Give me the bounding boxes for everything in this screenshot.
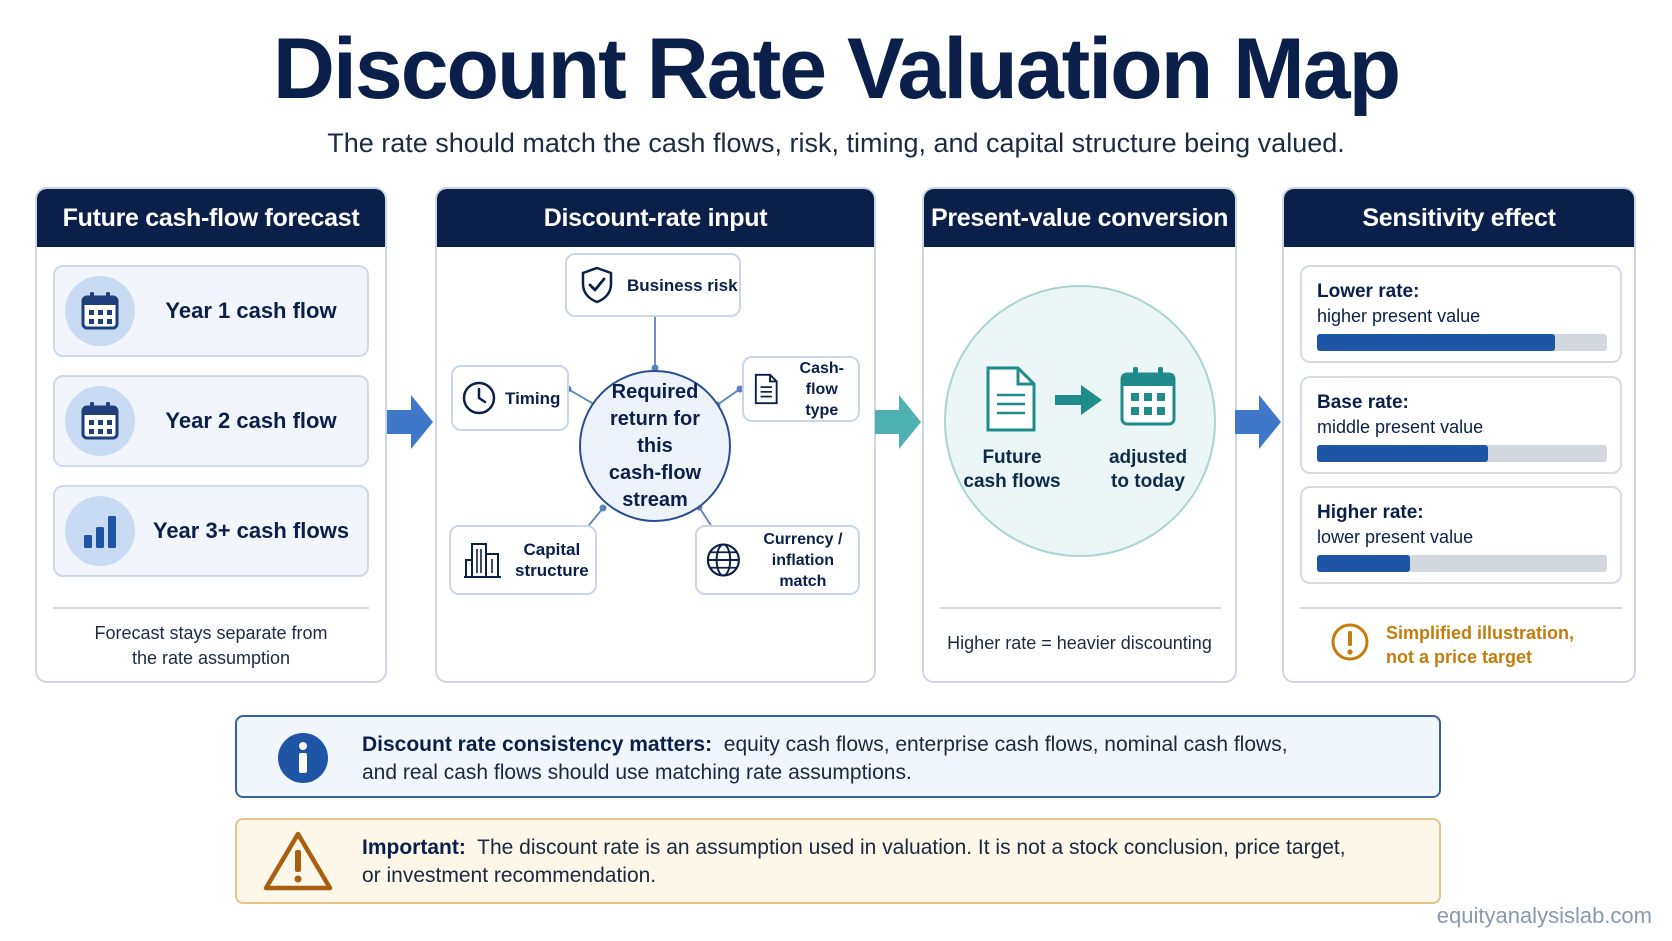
forecast-note-line1: Forecast stays separate from: [94, 623, 328, 643]
cash-flow-type-line1: Cash-flow: [799, 359, 844, 398]
base-rate-bar: [1317, 445, 1489, 462]
arrow-right-icon: [875, 395, 921, 449]
capital-structure-line1: Capital: [523, 540, 581, 559]
lower-rate-desc: higher present value: [1317, 306, 1481, 326]
adjusted-to-today-label: adjusted to today: [1098, 446, 1198, 494]
important-warning-box: Important: The discount rate is an assum…: [235, 818, 1441, 904]
present-value-panel-heading: Present-value conversion: [924, 189, 1235, 247]
capital-structure-line2: structure: [515, 561, 589, 580]
future-cash-flows-line1: Future: [982, 447, 1042, 468]
year2-cash-flow-label: Year 2 cash flow: [165, 408, 337, 433]
adjusted-to-today-line1: adjusted: [1108, 447, 1188, 468]
currency-inflation-line1: Currency /: [763, 530, 843, 548]
consistency-info-label: Discount rate consistency matters:: [362, 733, 713, 756]
future-cash-flows-line2: cash flows: [963, 471, 1061, 492]
lower-rate-title: Lower rate:: [1317, 281, 1420, 302]
sensitivity-note-line1: Simplified illustration,: [1386, 623, 1575, 643]
timing-label: Timing: [505, 388, 561, 408]
forecast-panel-heading: Future cash-flow forecast: [37, 189, 385, 247]
arrow-right-icon: [1235, 395, 1281, 449]
page-title: Discount Rate Valuation Map: [272, 21, 1401, 117]
base-rate-desc: middle present value: [1317, 417, 1484, 437]
page-subtitle: The rate should match the cash flows, ri…: [327, 128, 1345, 158]
business-risk-node: Business risk: [565, 253, 741, 317]
consistency-info-line1: equity cash flows, enterprise cash flows…: [723, 733, 1288, 756]
required-return-node: Required return for this cash-flow strea…: [579, 370, 731, 522]
base-rate-bar-track: [1317, 445, 1607, 462]
lower-rate-bar-track: [1317, 334, 1607, 351]
year2-cash-flow-card: Year 2 cash flow: [53, 375, 369, 467]
required-return-line3: cash-flow: [608, 461, 702, 484]
year3-cash-flows-card: Year 3+ cash flows: [53, 485, 369, 577]
cash-flow-type-line2: type: [805, 401, 839, 419]
footer-watermark: equityanalysislab.com: [1436, 903, 1652, 928]
currency-inflation-line2: inflation match: [771, 551, 834, 590]
sensitivity-divider: [1300, 607, 1622, 609]
important-warning-text: Important: The discount rate is an assum…: [362, 834, 1422, 890]
clock-icon: [462, 381, 496, 415]
calendar-icon: [65, 276, 135, 346]
higher-rate-card: Higher rate: lower present value: [1300, 486, 1622, 584]
year1-cash-flow-card: Year 1 cash flow: [53, 265, 369, 357]
base-rate-title: Base rate:: [1317, 392, 1409, 413]
present-value-divider: [940, 607, 1221, 609]
discount-rate-panel-heading: Discount-rate input: [437, 189, 874, 247]
capital-structure-node: Capital structure: [449, 525, 597, 595]
future-cash-flows-label: Future cash flows: [962, 446, 1062, 494]
lower-rate-bar: [1317, 334, 1555, 351]
important-warning-label: Important:: [362, 836, 466, 859]
forecast-note-line2: the rate assumption: [131, 648, 291, 668]
currency-inflation-node: Currency / inflation match: [695, 525, 860, 595]
adjusted-to-today-line2: to today: [1111, 471, 1185, 492]
higher-rate-desc: lower present value: [1317, 527, 1474, 547]
important-warning-line2: or investment recommendation.: [362, 864, 657, 887]
important-warning-line1: The discount rate is an assumption used …: [477, 836, 1346, 859]
base-rate-card: Base rate: middle present value: [1300, 376, 1622, 474]
required-return-line1: Required: [611, 380, 699, 403]
timing-node: Timing: [451, 365, 569, 431]
forecast-divider: [53, 607, 369, 609]
bar-chart-icon: [65, 496, 135, 566]
higher-rate-bar-track: [1317, 555, 1607, 572]
warning-triangle-icon: [263, 831, 333, 891]
lower-rate-card: Lower rate: higher present value: [1300, 265, 1622, 363]
forecast-panel: Future cash-flow forecast Year 1 cash fl…: [35, 187, 387, 683]
cash-flow-type-node: Cash-flow type: [742, 356, 860, 422]
sensitivity-panel-heading: Sensitivity effect: [1284, 189, 1634, 247]
sensitivity-note: Simplified illustration, not a price tar…: [1386, 621, 1574, 669]
higher-rate-title: Higher rate:: [1317, 502, 1424, 523]
building-icon: [464, 543, 501, 578]
required-return-line2: return for this: [610, 407, 700, 457]
year3-cash-flows-label: Year 3+ cash flows: [152, 518, 350, 543]
info-icon: [278, 733, 328, 783]
consistency-info-box: Discount rate consistency matters: equit…: [235, 715, 1441, 798]
arrow-right-icon: [387, 395, 433, 449]
required-return-line4: stream: [622, 488, 688, 511]
present-value-panel: Present-value conversion Future cash flo…: [922, 187, 1237, 683]
year1-cash-flow-label: Year 1 cash flow: [165, 298, 337, 323]
arrow-right-icon: [1055, 385, 1102, 415]
document-icon: [754, 373, 778, 405]
calendar-icon: [65, 386, 135, 456]
sensitivity-note-line2: not a price target: [1386, 647, 1533, 667]
present-value-note: Higher rate = heavier discounting: [947, 633, 1212, 653]
calendar-icon: [1120, 367, 1176, 426]
business-risk-label: Business risk: [627, 275, 738, 295]
alert-circle-icon: [1331, 623, 1369, 661]
higher-rate-bar: [1317, 555, 1410, 572]
consistency-info-line2: and real cash flows should use matching …: [362, 761, 912, 784]
shield-check-icon: [581, 266, 613, 304]
forecast-note: Forecast stays separate from the rate as…: [37, 621, 385, 671]
document-icon: [986, 366, 1036, 432]
sensitivity-panel: Sensitivity effect Lower rate: higher pr…: [1282, 187, 1636, 683]
discount-rate-panel: Discount-rate input Required return for …: [435, 187, 876, 683]
consistency-info-text: Discount rate consistency matters: equit…: [362, 731, 1422, 787]
globe-icon: [706, 543, 740, 577]
